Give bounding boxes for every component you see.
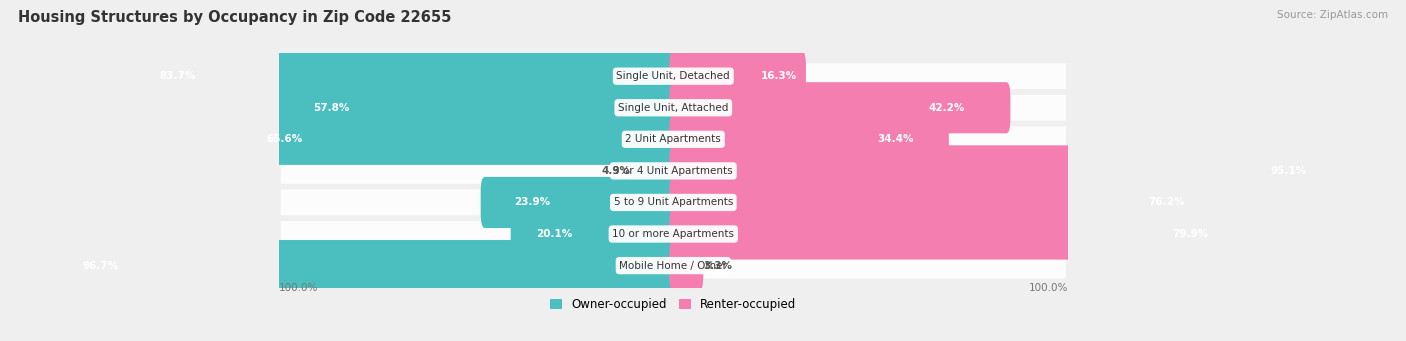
FancyBboxPatch shape (281, 127, 1066, 152)
FancyBboxPatch shape (669, 145, 1406, 196)
Text: 34.4%: 34.4% (877, 134, 914, 144)
Text: 76.2%: 76.2% (1149, 197, 1185, 207)
FancyBboxPatch shape (281, 190, 1066, 216)
FancyBboxPatch shape (631, 145, 678, 196)
FancyBboxPatch shape (281, 221, 1066, 247)
FancyBboxPatch shape (0, 240, 678, 291)
Legend: Owner-occupied, Renter-occupied: Owner-occupied, Renter-occupied (546, 293, 801, 315)
Text: 95.1%: 95.1% (1271, 166, 1308, 176)
FancyBboxPatch shape (669, 50, 806, 102)
FancyBboxPatch shape (481, 177, 678, 228)
Text: Single Unit, Attached: Single Unit, Attached (619, 103, 728, 113)
Text: Housing Structures by Occupancy in Zip Code 22655: Housing Structures by Occupancy in Zip C… (18, 10, 451, 25)
Text: 23.9%: 23.9% (513, 197, 550, 207)
Text: 100.0%: 100.0% (1029, 283, 1069, 293)
Text: 57.8%: 57.8% (314, 103, 349, 113)
Text: Single Unit, Detached: Single Unit, Detached (616, 71, 730, 81)
FancyBboxPatch shape (669, 82, 1011, 133)
FancyBboxPatch shape (669, 114, 949, 165)
Text: 4.9%: 4.9% (602, 166, 631, 176)
Text: 42.2%: 42.2% (928, 103, 965, 113)
Text: 83.7%: 83.7% (159, 71, 195, 81)
FancyBboxPatch shape (669, 177, 1279, 228)
FancyBboxPatch shape (669, 240, 703, 291)
Text: 10 or more Apartments: 10 or more Apartments (612, 229, 734, 239)
Text: 3.3%: 3.3% (703, 261, 733, 271)
Text: Source: ZipAtlas.com: Source: ZipAtlas.com (1277, 10, 1388, 20)
FancyBboxPatch shape (214, 82, 678, 133)
Text: Mobile Home / Other: Mobile Home / Other (620, 261, 727, 271)
Text: 3 or 4 Unit Apartments: 3 or 4 Unit Apartments (613, 166, 733, 176)
FancyBboxPatch shape (281, 253, 1066, 279)
Text: 16.3%: 16.3% (761, 71, 797, 81)
FancyBboxPatch shape (152, 114, 678, 165)
FancyBboxPatch shape (510, 208, 678, 260)
FancyBboxPatch shape (281, 63, 1066, 89)
FancyBboxPatch shape (281, 158, 1066, 184)
Text: 5 to 9 Unit Apartments: 5 to 9 Unit Apartments (613, 197, 733, 207)
FancyBboxPatch shape (281, 95, 1066, 121)
Text: 96.7%: 96.7% (83, 261, 120, 271)
FancyBboxPatch shape (669, 208, 1308, 260)
Text: 100.0%: 100.0% (278, 283, 318, 293)
Text: 65.6%: 65.6% (267, 134, 304, 144)
Text: 2 Unit Apartments: 2 Unit Apartments (626, 134, 721, 144)
Text: 20.1%: 20.1% (536, 229, 572, 239)
FancyBboxPatch shape (8, 50, 678, 102)
Text: 79.9%: 79.9% (1173, 229, 1209, 239)
